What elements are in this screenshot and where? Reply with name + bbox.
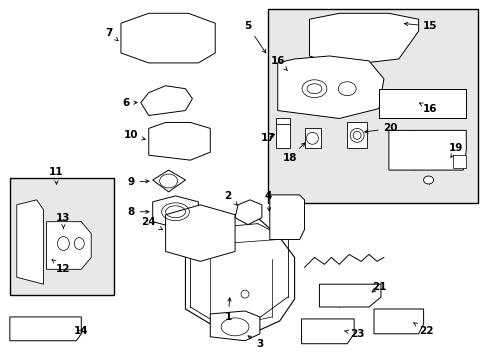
Polygon shape xyxy=(301,319,353,344)
Text: 3: 3 xyxy=(247,336,263,349)
Polygon shape xyxy=(378,89,466,118)
Text: 7: 7 xyxy=(105,28,118,41)
Bar xyxy=(267,9,477,203)
Polygon shape xyxy=(269,195,304,239)
Text: 16: 16 xyxy=(419,103,437,113)
Polygon shape xyxy=(388,130,466,170)
Text: 23: 23 xyxy=(344,329,364,339)
Polygon shape xyxy=(235,200,262,225)
Text: 21: 21 xyxy=(371,282,386,292)
Polygon shape xyxy=(373,309,423,334)
Polygon shape xyxy=(309,13,418,66)
Text: 18: 18 xyxy=(282,143,304,163)
Polygon shape xyxy=(452,155,466,168)
Text: 13: 13 xyxy=(56,213,70,228)
Text: 1: 1 xyxy=(224,298,231,322)
Text: 11: 11 xyxy=(49,167,63,184)
Text: 12: 12 xyxy=(52,260,70,274)
Text: 6: 6 xyxy=(122,98,137,108)
Text: 22: 22 xyxy=(413,323,433,336)
Polygon shape xyxy=(148,122,210,160)
Text: 17: 17 xyxy=(260,133,275,143)
Polygon shape xyxy=(10,317,81,341)
Polygon shape xyxy=(304,129,321,148)
Text: 24: 24 xyxy=(141,217,162,230)
Polygon shape xyxy=(185,215,294,331)
Polygon shape xyxy=(17,200,43,284)
Text: 19: 19 xyxy=(448,143,463,157)
Ellipse shape xyxy=(423,176,433,184)
Text: 9: 9 xyxy=(127,177,149,187)
Polygon shape xyxy=(275,118,289,125)
Polygon shape xyxy=(275,122,289,148)
Text: 15: 15 xyxy=(404,21,437,31)
Text: 2: 2 xyxy=(224,191,237,205)
Polygon shape xyxy=(210,311,259,341)
Polygon shape xyxy=(152,170,185,192)
Polygon shape xyxy=(152,196,198,228)
Polygon shape xyxy=(121,13,215,63)
Polygon shape xyxy=(277,56,383,118)
Text: 10: 10 xyxy=(123,130,145,140)
Text: 4: 4 xyxy=(264,191,271,211)
Ellipse shape xyxy=(245,212,253,218)
Polygon shape xyxy=(346,122,366,148)
Bar xyxy=(10,178,114,295)
Text: 5: 5 xyxy=(244,21,265,53)
Polygon shape xyxy=(141,86,192,116)
Polygon shape xyxy=(165,205,235,261)
Text: 14: 14 xyxy=(74,326,88,336)
Text: 16: 16 xyxy=(270,56,287,71)
Text: 8: 8 xyxy=(127,207,149,217)
Polygon shape xyxy=(46,222,91,269)
Polygon shape xyxy=(319,284,380,307)
Text: 20: 20 xyxy=(364,123,397,134)
